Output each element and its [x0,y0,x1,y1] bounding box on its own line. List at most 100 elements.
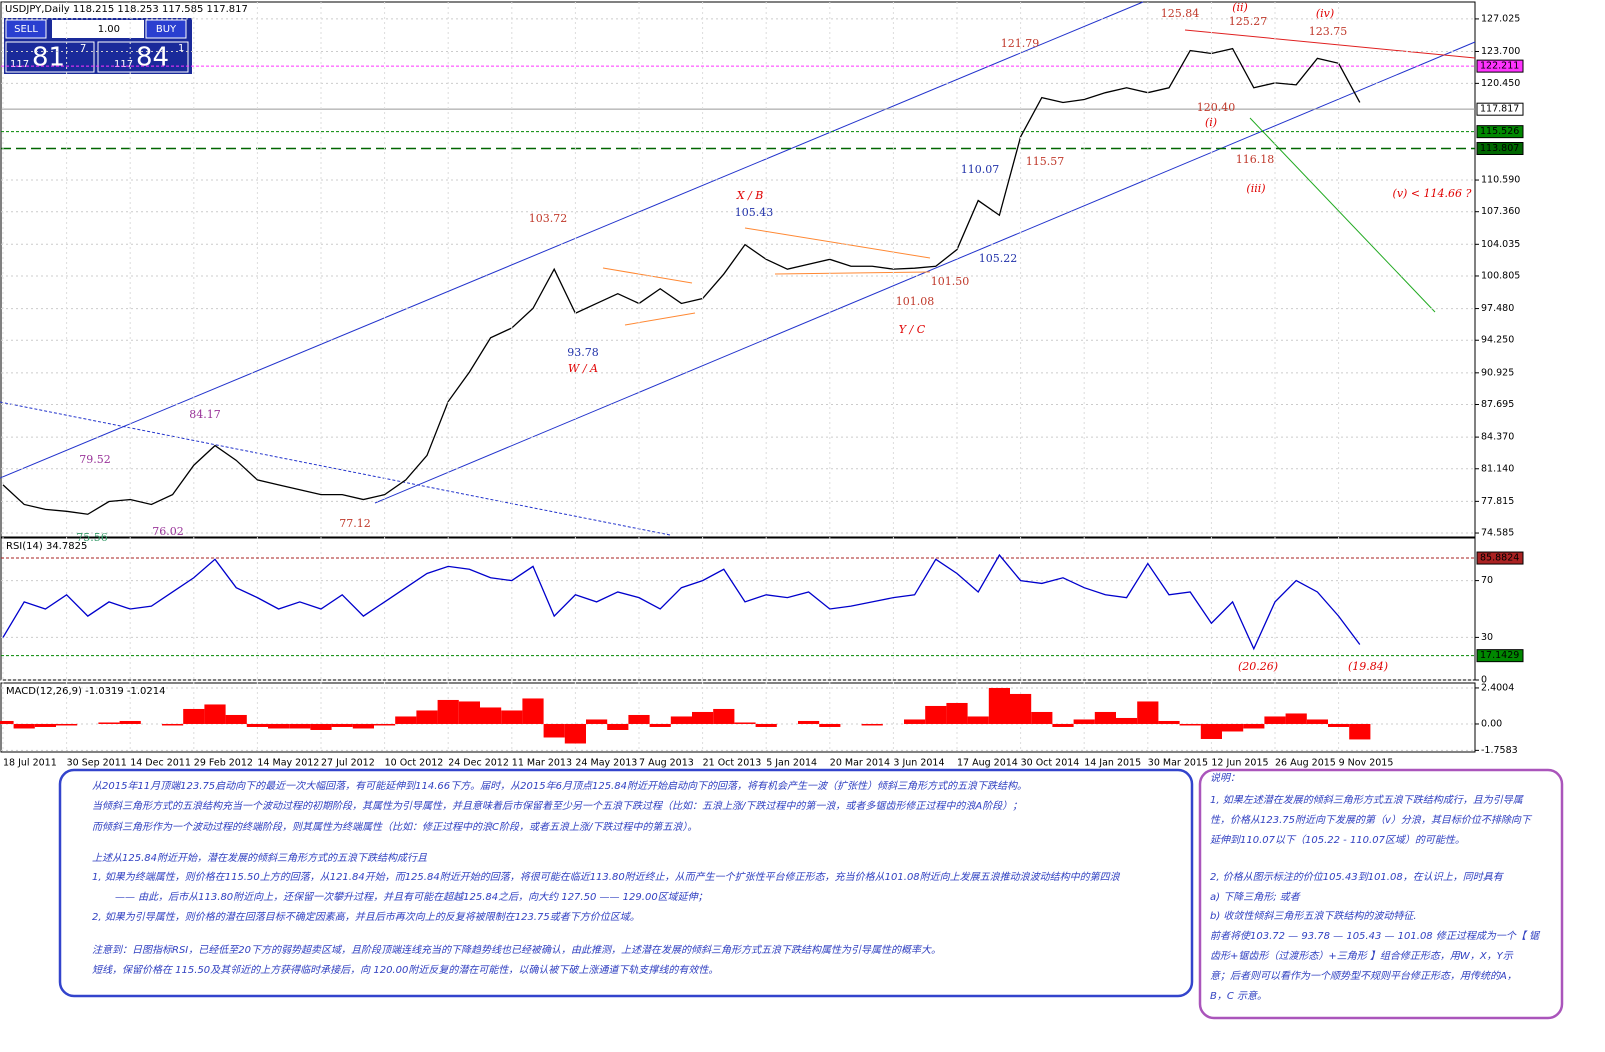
annotation: 77.12 [339,517,371,530]
annotation: 125.27 [1229,15,1268,28]
y-tick-label: 100.805 [1481,270,1520,281]
y-tick-label: 90.925 [1481,367,1514,378]
sell-button[interactable] [5,19,47,39]
panel-title: MACD(12,26,9) -1.0319 -1.0214 [6,686,166,697]
note-line: 从2015年11月顶端123.75启动向下的最近一次大幅回落，有可能延伸到114… [92,780,1027,792]
annotation: W / A [568,362,598,375]
level-label-bg [1476,125,1524,139]
histogram-bar [1328,723,1350,727]
x-tick-label: 21 Oct 2013 [703,758,762,769]
histogram-bar [692,711,714,724]
y-tick-label: 84.370 [1481,432,1514,443]
sell-label[interactable]: SELL [14,24,38,35]
y-tick-label: 0 [1481,675,1487,686]
histogram-bar [331,723,353,727]
level-label: 85.8824 [1480,553,1519,564]
histogram-bar [946,702,968,724]
histogram-bar [204,704,226,724]
histogram-bar [246,723,268,727]
x-tick-label: 20 Mar 2014 [830,758,890,769]
note-line: 前者将使103.72 — 93.78 — 105.43 — 101.08 修正过… [1210,930,1541,942]
note-line: 2, 如果为引导属性，则价格的潜在回落目标不确定因素高，并且后市再次向上的反复将… [92,911,640,923]
y-tick-label: 120.450 [1481,78,1520,89]
histogram-bar [1137,701,1159,724]
buy-button[interactable] [145,19,187,39]
buy-price-pips: 84 [136,43,169,73]
histogram-bar [289,723,311,729]
note-line: 上述从125.84附近开始，潜在发展的倾斜三角形方式的五浪下跌结构成行且 [92,852,427,864]
annotation: 121.79 [1001,37,1040,50]
level-label-bg [1476,551,1524,565]
histogram-bar [1200,723,1222,739]
histogram-bar [501,710,523,724]
level-label-bg [1476,102,1524,116]
histogram-bar [988,687,1010,724]
y-tick-label: 30 [1481,632,1493,643]
histogram-bar [1179,723,1201,726]
histogram-bar [374,723,396,726]
triangle-line [624,312,696,326]
histogram-bar [1264,716,1286,724]
histogram-bar [628,714,650,724]
x-tick-label: 14 Jan 2015 [1084,758,1141,769]
lots-input[interactable] [52,20,144,38]
histogram-bar [310,723,332,730]
annotation: 101.08 [896,295,935,308]
trade-panel: SELL 1.00 BUY 117 81 7 117 84 1 [4,18,192,74]
histogram-bar [34,723,56,727]
note-line: a) 下降三角形; 或者 [1210,891,1301,903]
y-tick-label: 81.140 [1481,463,1514,474]
histogram-bar [819,723,841,727]
histogram-bar [458,701,480,724]
annotation: 125.84 [1161,7,1200,20]
x-tick-label: 14 Dec 2011 [130,758,191,769]
annotation: 75.56 [76,531,108,544]
note-line: b) 收敛性倾斜三角形五浪下跌结构的波动特征. [1210,910,1417,922]
histogram-bar [437,699,459,724]
histogram-bar [119,720,141,724]
note-line: B，C 示意。 [1210,990,1267,1002]
sell-price-box[interactable] [5,41,95,73]
x-tick-label: 3 Jun 2014 [893,758,944,769]
y-tick-label: 107.360 [1481,206,1520,217]
sell-price-big: 117 [10,59,29,70]
histogram-bar [395,716,417,724]
x-tick-label: 30 Sep 2011 [67,758,127,769]
buy-label[interactable]: BUY [156,24,177,35]
x-tick-label: 26 Aug 2015 [1275,758,1336,769]
series-line [2,553,1361,651]
note-line: 当倾斜三角形方式的五浪结构充当一个波动过程的初期阶段，其属性为引导属性，并且意味… [92,800,1022,812]
histogram-bar [1031,711,1053,724]
lots-value[interactable]: 1.00 [98,24,120,35]
x-tick-label: 30 Oct 2014 [1021,758,1080,769]
histogram-bar [480,707,502,724]
level-label-bg [1476,142,1524,155]
histogram-bar [183,708,205,724]
annotation: (v) < 114.66 ? [1393,187,1472,200]
x-tick-label: 27 Jul 2012 [321,758,375,769]
left-note-box [58,768,1194,998]
x-tick-label: 12 Jun 2015 [1211,758,1268,769]
histogram-bar [1158,720,1180,724]
chart-header: USDJPY,Daily 118.215 118.253 117.585 117… [5,4,248,15]
annotation: 105.43 [735,206,774,219]
histogram-bar [56,723,78,726]
level-label: 117.817 [1480,104,1519,115]
histogram-bar [1222,723,1244,732]
annotation: 101.50 [931,275,970,288]
right-note-box [1198,768,1564,1020]
histogram-bar [1052,723,1074,727]
level-label: 122.211 [1480,61,1519,72]
buy-price-box[interactable] [97,41,189,73]
x-tick-label: 30 Mar 2015 [1148,758,1208,769]
series-line [2,47,1361,515]
histogram-bar [861,723,883,726]
histogram-bar [1349,723,1371,740]
annotation: (iii) [1246,182,1265,195]
histogram-bar [268,723,290,729]
x-tick-label: 24 May 2013 [575,758,637,769]
note-line: 注意到：日图指标RSI，已经低至20下方的弱势超卖区域，且阶段顶端连线充当的下降… [92,944,941,956]
note-line: 2, 价格从图示标注的价位105.43到101.08，在认识上，同时具有 [1210,871,1505,883]
